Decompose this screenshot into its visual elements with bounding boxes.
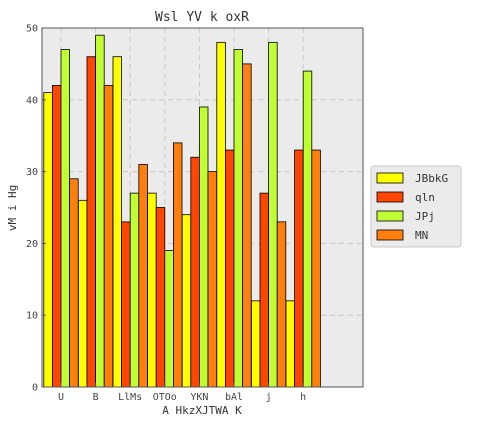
bar-MN-B	[103, 85, 114, 388]
bar-JBbkG-U	[43, 92, 53, 388]
y-axis: 0 10 20 30 40 50	[26, 24, 46, 394]
y-axis-label: vM i Hg	[6, 185, 19, 231]
legend-swatch-JBbkG	[376, 172, 404, 184]
x-tick-label: j	[266, 392, 272, 403]
y-tick-label: 50	[26, 24, 38, 35]
bar-JPj-YKN	[198, 106, 209, 388]
bar-qln-h	[294, 149, 304, 388]
bar-JBbkG-YKN	[181, 214, 192, 388]
bar-MN-j	[276, 221, 287, 388]
bar-JPj-j	[268, 41, 278, 388]
bar-JBbkG-OTOo	[147, 192, 157, 388]
bar-qln-B	[86, 56, 97, 388]
y-tick-label: 10	[26, 311, 38, 322]
x-tick-label: B	[93, 392, 99, 403]
y-tick-label: 30	[26, 167, 38, 178]
x-tick-label: OTOo	[153, 392, 177, 403]
legend-label-JBbkG: JBbkG	[415, 172, 448, 185]
y-tick-label: 40	[26, 95, 38, 106]
bar-JBbkG-j	[250, 300, 261, 388]
bar-JPj-LlMs	[129, 192, 140, 388]
bar-JBbkG-bAl	[216, 41, 226, 388]
bar-qln-OTOo	[155, 207, 166, 388]
bar-qln-U	[52, 85, 62, 388]
legend-label-MN: MN	[415, 229, 428, 242]
bar-MN-bAl	[242, 63, 252, 388]
bar-MN-OTOo	[172, 142, 183, 388]
x-axis-label: A HkzXJTWA K	[162, 404, 242, 417]
y-tick-label: 0	[32, 383, 38, 394]
bar-JPj-bAl	[233, 49, 244, 388]
bar-JPj-U	[60, 49, 71, 388]
bar-qln-YKN	[190, 156, 200, 388]
legend-swatch-MN	[376, 229, 404, 241]
legend-label-JPj: JPj	[415, 210, 435, 223]
bar-qln-LlMs	[121, 221, 131, 388]
bar-MN-U	[69, 178, 79, 388]
bar-JBbkG-B	[78, 199, 88, 388]
bar-JPj-B	[95, 34, 105, 388]
x-axis: U B LlMs OTOo YKN bAl j h	[58, 383, 306, 403]
x-tick-label: YKN	[190, 392, 208, 403]
x-tick-label: h	[300, 392, 306, 403]
legend: JBbkG qln JPj MN	[370, 165, 462, 248]
plot-frame	[41, 27, 364, 388]
bar-JPj-h	[302, 70, 313, 388]
bar-MN-h	[311, 149, 321, 388]
x-tick-label: U	[58, 392, 64, 403]
legend-box	[370, 165, 462, 248]
legend-swatch-JPj	[376, 210, 404, 222]
bar-JBbkG-h	[285, 300, 296, 388]
legend-swatch-qln	[376, 191, 404, 203]
bar-JBbkG-LlMs	[112, 56, 123, 388]
chart-title: Wsl YV k oxR	[155, 10, 249, 25]
x-tick-label: LlMs	[118, 392, 142, 403]
bar-qln-j	[259, 192, 270, 388]
legend-label-qln: qln	[415, 191, 435, 204]
bar-JPj-OTOo	[164, 250, 174, 388]
bar-MN-YKN	[207, 171, 218, 388]
bar-qln-bAl	[224, 149, 235, 388]
bar-MN-LlMs	[138, 164, 148, 388]
y-tick-label: 20	[26, 239, 38, 250]
x-tick-label: bAl	[225, 392, 243, 403]
bars	[43, 34, 321, 388]
